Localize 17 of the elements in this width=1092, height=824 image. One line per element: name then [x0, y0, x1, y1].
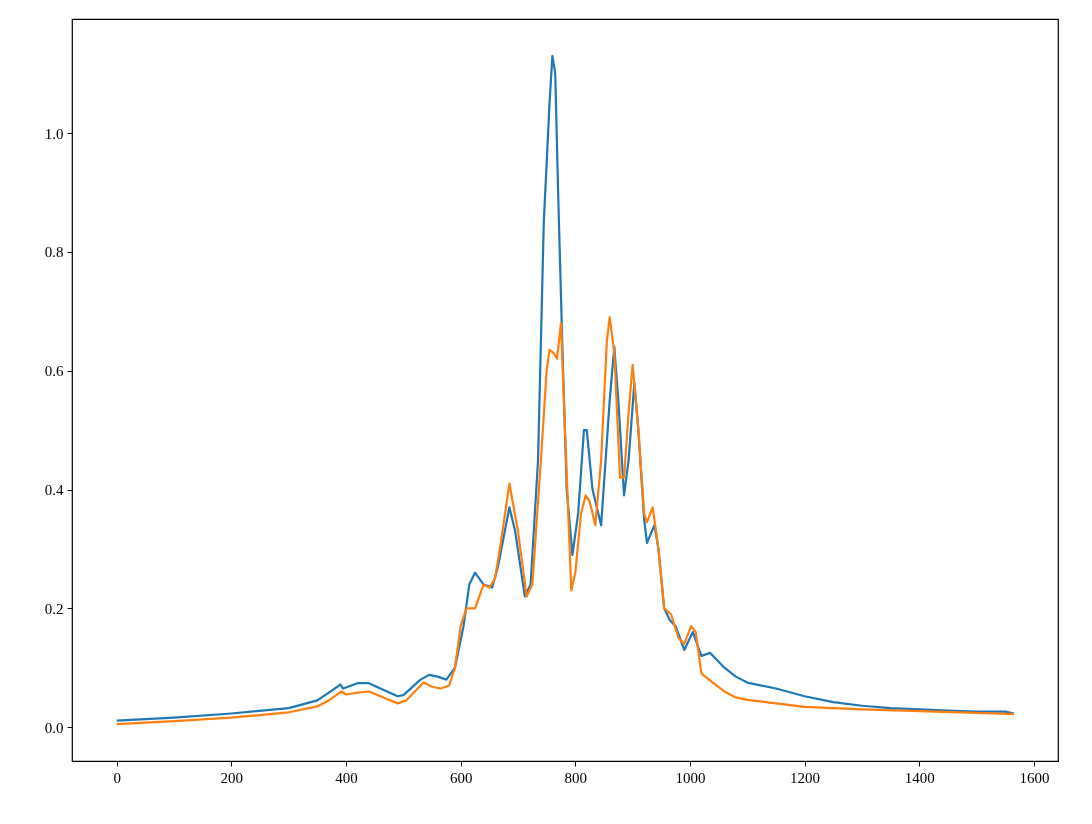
- line-series: [115, 316, 1015, 726]
- x-tick-label: 1000: [675, 769, 706, 786]
- x-tick-label: 800: [564, 769, 588, 786]
- y-tick-label: 0.8: [44, 244, 64, 261]
- x-tick-label: 600: [449, 769, 473, 786]
- x-tick-label: 1400: [904, 769, 935, 786]
- y-tick-label: 0.6: [44, 363, 64, 380]
- y-tick-label: 1.0: [44, 125, 64, 142]
- y-tick-label: 0.0: [44, 719, 64, 736]
- y-tick-label: 0.4: [44, 482, 64, 499]
- x-tick-label: 400: [335, 769, 358, 786]
- x-tick-label: 1200: [790, 769, 821, 786]
- x-tick-label: 1600: [1019, 769, 1050, 786]
- x-tick-label: 0: [113, 769, 121, 786]
- x-tick-label: 200: [220, 769, 244, 786]
- y-tick-label: 0.2: [44, 600, 64, 617]
- line-series: [115, 54, 1015, 722]
